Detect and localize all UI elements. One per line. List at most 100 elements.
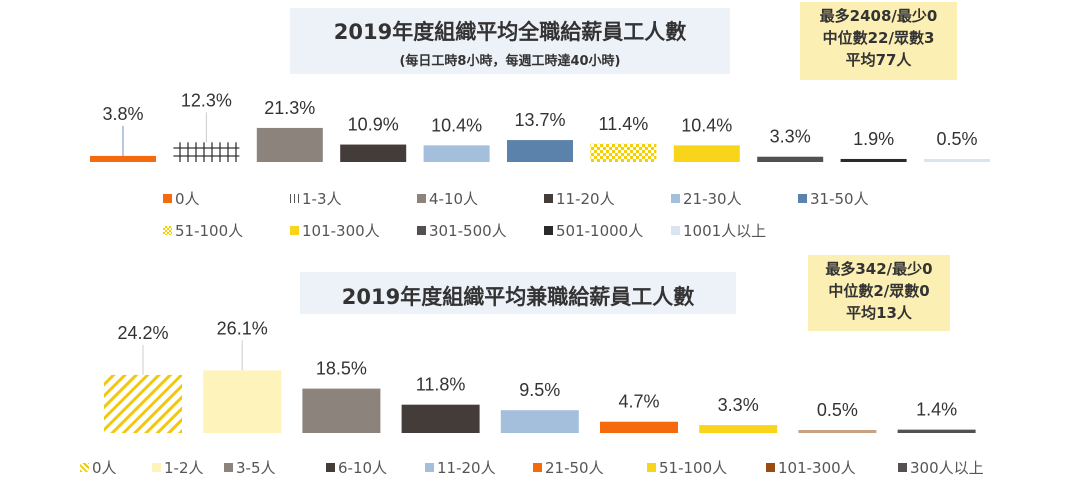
legend-label: 300人以上 <box>910 459 984 477</box>
legend-swatch <box>544 194 553 203</box>
legend-item: 301-500人 <box>417 220 507 241</box>
data-label: 24.2% <box>117 323 168 343</box>
legend-item: 0人 <box>80 457 117 478</box>
legend-swatch <box>766 463 775 472</box>
legend-label: 31-50人 <box>810 190 869 208</box>
data-label: 1.4% <box>916 400 957 420</box>
bar-51-100人 <box>590 143 657 162</box>
legend-item: 0人 <box>163 188 200 209</box>
legend-label: 51-100人 <box>175 222 244 240</box>
legend-label: 21-50人 <box>545 459 604 477</box>
data-label: 9.5% <box>519 380 560 400</box>
legend-swatch <box>326 463 335 472</box>
bar-21-50人 <box>600 421 678 433</box>
legend-item: 1-3人 <box>290 188 342 209</box>
legend-item: 501-1000人 <box>544 220 643 241</box>
bar-3-5人 <box>302 388 381 433</box>
bar-51-100人 <box>699 425 778 433</box>
legend-item: 21-50人 <box>533 457 604 478</box>
fulltime-title: 2019年度組織平均全職給薪員工人數 <box>333 20 687 44</box>
fulltime-title-box: 2019年度組織平均全職給薪員工人數 (每日工時8小時，每週工時達40小時) <box>290 8 730 74</box>
legend-item: 300人以上 <box>898 457 984 478</box>
legend-swatch <box>80 463 89 472</box>
legend-swatch <box>417 226 426 235</box>
bar-21-30人 <box>423 145 490 162</box>
legend-item: 101-300人 <box>766 457 856 478</box>
legend-label: 0人 <box>92 459 117 477</box>
legend-label: 101-300人 <box>778 459 856 477</box>
data-label: 10.9% <box>348 115 399 135</box>
bar-6-10人 <box>401 404 480 433</box>
legend-label: 1-3人 <box>302 190 342 208</box>
legend-swatch <box>290 194 299 203</box>
legend-item: 3-5人 <box>224 457 276 478</box>
legend-label: 51-100人 <box>659 459 728 477</box>
stat-line: 中位數2/眾數0 <box>828 282 930 300</box>
legend-label: 3-5人 <box>236 459 276 477</box>
legend-item: 51-100人 <box>647 457 727 478</box>
data-label: 10.4% <box>681 115 732 135</box>
legend-item: 51-100人 <box>163 220 243 241</box>
data-label: 4.7% <box>618 392 659 412</box>
legend-label: 1-2人 <box>164 459 204 477</box>
legend-swatch <box>898 463 907 472</box>
legend-label: 0人 <box>175 190 200 208</box>
bar-0人 <box>104 374 182 433</box>
bar-301-500人 <box>757 156 824 162</box>
bar-1001人以上 <box>924 159 990 162</box>
legend-swatch <box>224 463 233 472</box>
data-label: 3.3% <box>770 127 811 147</box>
legend-item: 6-10人 <box>326 457 387 478</box>
fulltime-subtitle: (每日工時8小時，每週工時達40小時) <box>399 54 621 69</box>
bar-101-300人 <box>798 430 877 433</box>
legend-item: 11-20人 <box>425 457 496 478</box>
legend-swatch <box>417 194 426 203</box>
stat-line: 平均77人 <box>845 51 912 69</box>
bar-11-20人 <box>340 144 407 162</box>
parttime-stats-box: 最多342/最少0 中位數2/眾數0 平均13人 <box>808 255 950 331</box>
data-label: 11.8% <box>416 375 466 395</box>
data-label: 21.3% <box>264 98 315 118</box>
stat-line: 中位數22/眾數3 <box>822 29 935 47</box>
data-label: 12.3% <box>181 90 232 110</box>
bar-31-50人 <box>507 140 573 162</box>
stat-line: 最多2408/最少0 <box>819 7 938 25</box>
bar-0人 <box>90 155 156 162</box>
bar-501-1000人 <box>840 158 907 162</box>
legend-label: 6-10人 <box>338 459 388 477</box>
data-label: 0.5% <box>936 129 977 149</box>
legend-item: 11-20人 <box>544 188 615 209</box>
legend-item: 4-10人 <box>417 188 478 209</box>
data-label: 3.3% <box>718 395 759 415</box>
bar-11-20人 <box>500 410 579 433</box>
legend-swatch <box>671 226 680 235</box>
stat-line: 平均13人 <box>846 304 912 322</box>
legend-swatch <box>290 226 299 235</box>
legend-label: 4-10人 <box>429 190 479 208</box>
stat-line: 最多342/最少0 <box>825 260 933 278</box>
data-label: 0.5% <box>817 400 858 420</box>
legend-swatch <box>798 194 807 203</box>
legend-item: 1-2人 <box>152 457 204 478</box>
data-label: 13.7% <box>514 110 565 130</box>
legend-swatch <box>533 463 542 472</box>
legend-label: 1001人以上 <box>683 222 767 240</box>
legend-item: 101-300人 <box>290 220 380 241</box>
bar-300人以上 <box>897 429 976 433</box>
parttime-title-box: 2019年度組織平均兼職給薪員工人數 <box>300 272 736 314</box>
bar-101-300人 <box>673 145 740 162</box>
parttime-title: 2019年度組織平均兼職給薪員工人數 <box>341 285 695 309</box>
legend-swatch <box>163 194 172 203</box>
legend-label: 11-20人 <box>556 190 615 208</box>
bar-1-2人 <box>203 370 282 433</box>
legend-label: 21-30人 <box>683 190 742 208</box>
bar-1-3人 <box>173 142 240 162</box>
fulltime-stats-box: 最多2408/最少0 中位數22/眾數3 平均77人 <box>800 2 957 80</box>
legend-item: 1001人以上 <box>671 220 766 241</box>
legend-swatch <box>647 463 656 472</box>
data-label: 18.5% <box>316 359 367 379</box>
data-label: 1.9% <box>853 129 894 149</box>
data-label: 11.4% <box>599 114 649 134</box>
legend-item: 21-30人 <box>671 188 742 209</box>
